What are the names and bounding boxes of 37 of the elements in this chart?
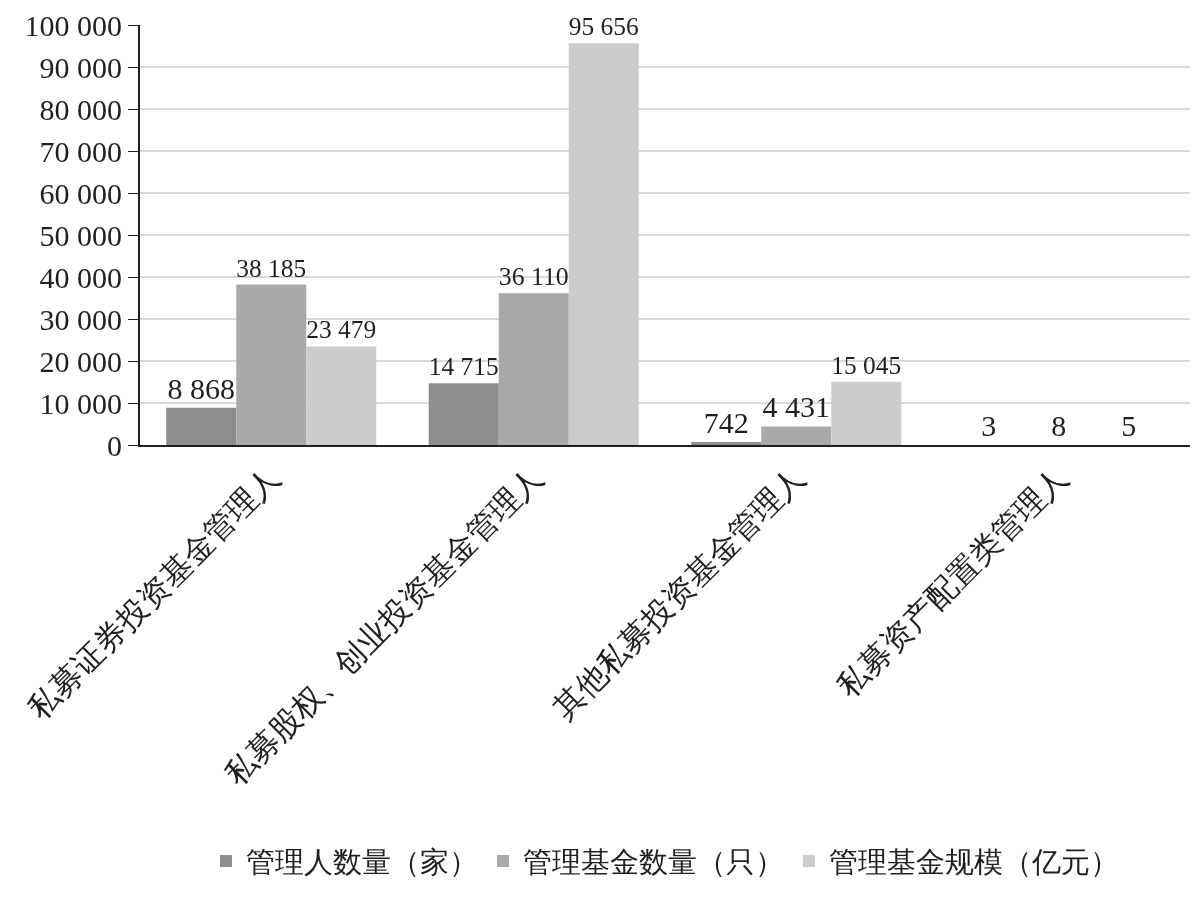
data-label: 95 656 [568,12,639,42]
data-label: 23 479 [306,315,377,345]
data-label: 742 [703,405,749,439]
y-tick-label: 20 000 [39,344,122,378]
data-label: 15 045 [831,350,902,380]
bar [568,43,639,445]
y-tick-label: 80 000 [39,92,122,126]
y-tick-label: 60 000 [39,176,122,210]
y-tick-label: 50 000 [39,218,122,252]
legend-label: 管理基金数量（只） [523,846,784,879]
y-tick-label: 40 000 [39,260,122,294]
y-tick-label: 10 000 [39,386,122,420]
y-tick-label: 100 000 [24,8,122,42]
bar [236,284,307,445]
bar [166,407,237,445]
bar [498,293,569,445]
x-tick-label: 私募资产配置类管理人 [830,459,1075,704]
data-label: 4 431 [762,390,830,424]
data-label: 8 868 [167,371,235,405]
data-label: 14 715 [428,352,499,382]
y-tick-label: 30 000 [39,302,122,336]
y-tick-label: 70 000 [39,134,122,168]
bar [428,383,499,445]
y-tick-label: 0 [107,428,122,462]
bar [306,346,377,445]
y-tick-label: 90 000 [39,50,122,84]
data-label: 8 [1051,408,1067,442]
data-label: 3 [981,408,997,442]
data-label: 5 [1121,408,1137,442]
x-tick-label: 其他私募投资基金管理人 [546,459,813,726]
bar [761,426,832,445]
data-label: 38 185 [236,253,307,283]
legend-label: 管理基金规模（亿元） [829,846,1119,879]
bar [691,441,762,445]
data-label: 36 110 [498,262,569,292]
bar [831,381,902,445]
legend-label: 管理人数量（家） [246,846,478,879]
